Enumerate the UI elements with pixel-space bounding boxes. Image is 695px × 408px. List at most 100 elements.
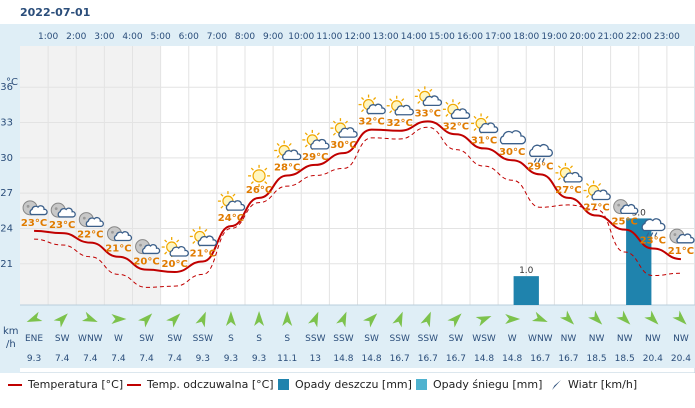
legend-temperature-swatch bbox=[8, 383, 22, 386]
wind-speed-label: 7.4 bbox=[139, 354, 154, 364]
wind-direction-label: SSW bbox=[193, 334, 213, 344]
y-tick-label: 27 bbox=[0, 188, 13, 199]
rain-bars: 1.0 3.0 bbox=[513, 208, 652, 305]
hour-label: 5:00 bbox=[151, 32, 171, 42]
hour-label: 8:00 bbox=[235, 32, 255, 42]
moon-cloud-icon bbox=[22, 200, 48, 216]
wind-direction-label: SSW bbox=[305, 334, 325, 344]
chart-background bbox=[0, 23, 695, 374]
hour-labels: 1:00 2:00 3:00 4:00 5:00 6:00 7:00 8:00 9:00 10:0… bbox=[38, 32, 680, 42]
wind-speed-label: 20.4 bbox=[671, 354, 691, 364]
temperature-value-label: 27°C bbox=[583, 203, 609, 214]
hour-label: 20:00 bbox=[570, 32, 596, 42]
sun-cloud-icon bbox=[274, 140, 302, 161]
wind-arrow-icon bbox=[552, 379, 561, 390]
moon-cloud-icon bbox=[135, 239, 161, 255]
hour-label: 14:00 bbox=[401, 32, 427, 42]
temperature-value-label: 21°C bbox=[105, 244, 131, 255]
temperature-value-label: 30°C bbox=[330, 140, 356, 151]
wind-direction-arrow bbox=[363, 313, 378, 328]
temperature-value-label: 31°C bbox=[471, 135, 497, 146]
hour-label: 22:00 bbox=[626, 32, 652, 42]
axis-band bbox=[0, 24, 20, 373]
legend-temperature-label: Temperatura [°C] bbox=[28, 378, 124, 391]
hour-label: 13:00 bbox=[373, 32, 399, 42]
hour-label: 10:00 bbox=[288, 32, 314, 42]
wind-direction-label: NW bbox=[673, 334, 689, 344]
y-tick-label: 24 bbox=[0, 223, 13, 234]
wind-speed-label: 13 bbox=[310, 354, 321, 364]
wind-direction-label: WSW bbox=[472, 334, 496, 344]
temperature-value-label: 28°C bbox=[274, 163, 300, 174]
wind-speed-label: 7.4 bbox=[55, 354, 70, 364]
chart-legend: Temperatura [°C] Temp. odczuwalna [°C] O… bbox=[0, 374, 695, 396]
wind-direction-arrow bbox=[308, 311, 319, 328]
legend-rain: Opady deszczu [mm] bbox=[278, 378, 412, 391]
temperature-line bbox=[34, 120, 681, 274]
wind-speed-label: 9.3 bbox=[196, 354, 210, 364]
wind-direction-arrow bbox=[138, 313, 153, 328]
chart-gridlines bbox=[20, 46, 695, 306]
rain-value-label: 3.0 bbox=[632, 208, 647, 218]
temperature-value-label: 23°C bbox=[49, 220, 75, 231]
wind-speed-label: 7.4 bbox=[83, 354, 98, 364]
temperature-value-label: 29°C bbox=[527, 161, 553, 172]
legend-rain-label: Opady deszczu [mm] bbox=[295, 378, 412, 391]
temperature-value-label: 26°C bbox=[246, 185, 272, 196]
temperature-value-label: 27°C bbox=[555, 185, 581, 196]
hour-label: 15:00 bbox=[429, 32, 455, 42]
sun-cloud-icon bbox=[442, 99, 471, 120]
hour-label: 2:00 bbox=[66, 32, 86, 42]
wind-direction-arrow bbox=[588, 310, 603, 325]
temperature-value-label: 33°C bbox=[415, 108, 441, 119]
wind-direction-label: NW bbox=[617, 334, 633, 344]
legend-feels-like-swatch bbox=[127, 383, 141, 386]
temperature-value-label: 32°C bbox=[387, 118, 413, 129]
wind-direction-label: SW bbox=[449, 334, 464, 344]
wind-speed-label: 7.4 bbox=[111, 354, 126, 364]
weather-chart-frame: 1:00 2:00 3:00 4:00 5:00 6:00 7:00 8:00 9:00 10:0… bbox=[0, 23, 695, 374]
wind-direction-label: S bbox=[256, 334, 262, 344]
temperature-value-label: 23°C bbox=[21, 218, 47, 229]
temperature-value-label: 24°C bbox=[218, 213, 244, 224]
temperature-value-label: 20°C bbox=[133, 257, 159, 268]
temperature-value-label: 22°C bbox=[77, 230, 103, 241]
wind-direction-arrow bbox=[447, 313, 462, 328]
wind-direction-arrow bbox=[336, 311, 347, 328]
temperature-labels: 23°C 23°C22°C21°C20°C 20°C21°C24°C26°C28°C… bbox=[21, 108, 694, 270]
legend-rain-swatch bbox=[278, 379, 289, 390]
wind-direction-label: NW bbox=[561, 334, 577, 344]
wind-direction-arrow bbox=[254, 311, 265, 326]
hour-label: 3:00 bbox=[94, 32, 114, 42]
wind-direction-label: SW bbox=[167, 334, 182, 344]
sun-cloud-icon bbox=[161, 237, 189, 258]
wind-speed-label: 16.7 bbox=[390, 354, 410, 364]
moon-cloud-icon bbox=[669, 228, 695, 244]
wind-direction-arrow bbox=[420, 311, 431, 328]
legend-snow-swatch bbox=[416, 379, 427, 390]
hour-label: 6:00 bbox=[179, 32, 199, 42]
wind-direction-label: SSW bbox=[390, 334, 410, 344]
sun-cloud-icon bbox=[189, 226, 218, 247]
wind-direction-label: WNW bbox=[528, 334, 553, 344]
hour-label: 16:00 bbox=[457, 32, 483, 42]
wind-speed-label: 11.1 bbox=[277, 354, 297, 364]
wind-direction-arrow bbox=[616, 310, 631, 325]
legend-temperature: Temperatura [°C] bbox=[8, 378, 123, 391]
hour-label: 1:00 bbox=[38, 32, 58, 42]
wind-speed-label: 16.7 bbox=[418, 354, 438, 364]
wind-speed-label: 16.7 bbox=[558, 354, 578, 364]
forecast-date: 2022-07-01 bbox=[20, 6, 91, 19]
wind-direction-arrow bbox=[26, 311, 43, 323]
temperature-value-label: 30°C bbox=[499, 147, 525, 158]
wind-direction-label: SW bbox=[55, 334, 70, 344]
wind-speed-label: 9.3 bbox=[27, 354, 41, 364]
legend-snow: Opady śniegu [mm] bbox=[416, 378, 542, 391]
wind-direction-label: NW bbox=[589, 334, 605, 344]
wind-direction-label: SSW bbox=[418, 334, 438, 344]
wind-direction-label: NW bbox=[645, 334, 661, 344]
hour-label: 21:00 bbox=[598, 32, 624, 42]
wind-speed-label: 9.3 bbox=[252, 354, 266, 364]
hour-label: 4:00 bbox=[122, 32, 142, 42]
hour-label: 11:00 bbox=[316, 32, 342, 42]
